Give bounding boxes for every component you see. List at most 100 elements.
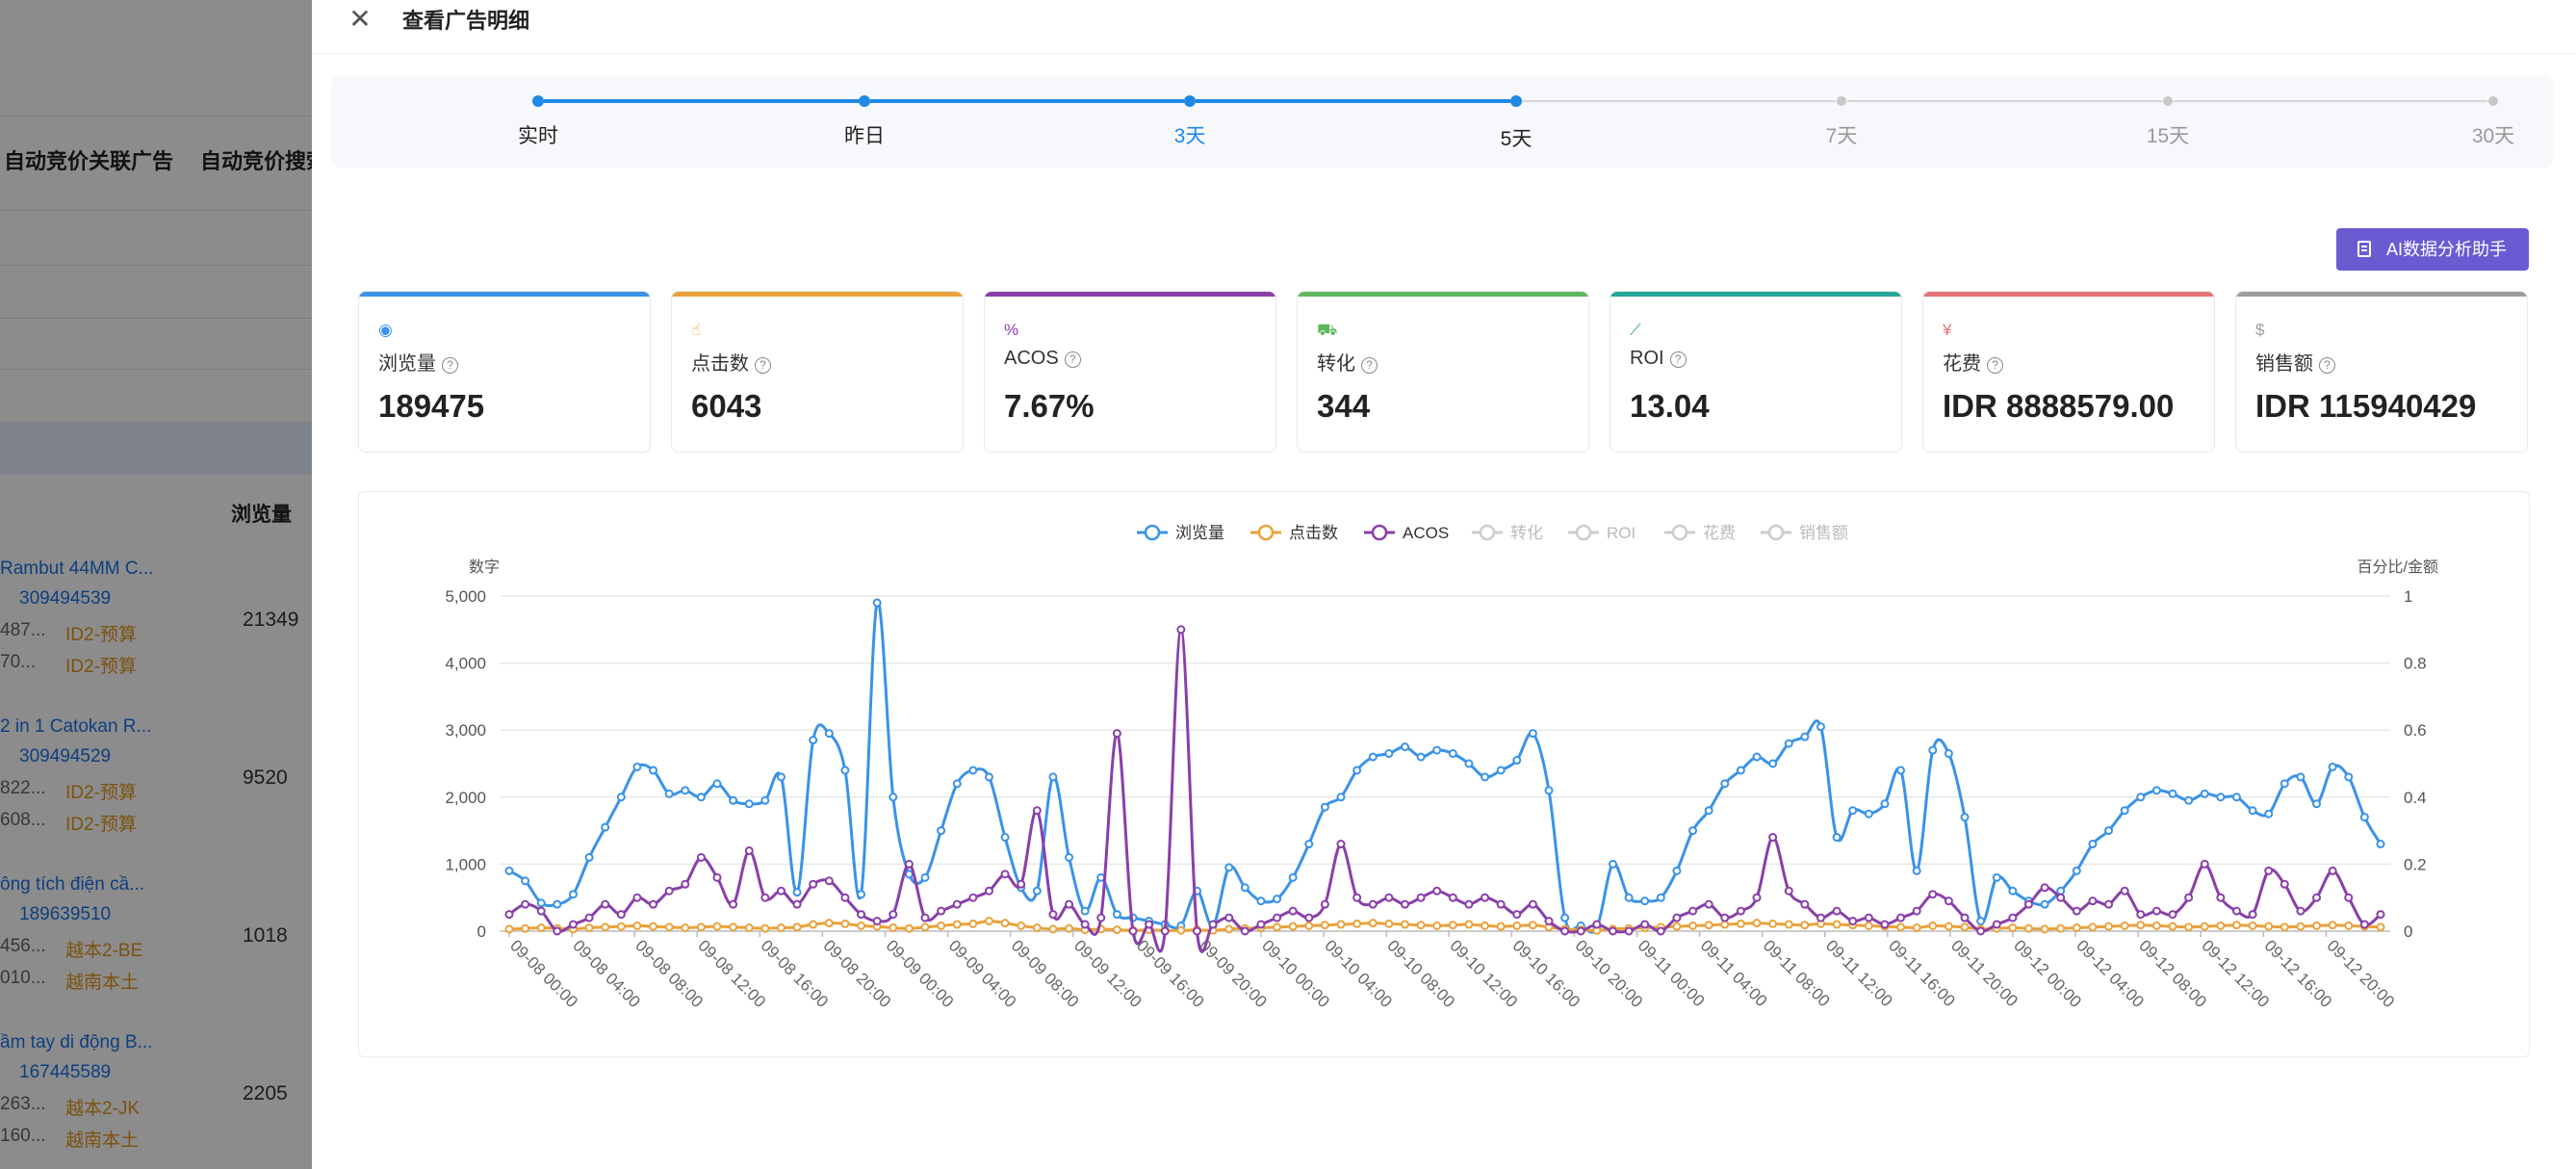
series-point <box>664 886 674 896</box>
card-label: 转化? <box>1317 348 1378 376</box>
card-label-text: 浏览量 <box>378 353 436 375</box>
series-point <box>1464 920 1474 929</box>
bg-item-id[interactable]: 189639510 <box>19 904 112 924</box>
series-point <box>872 917 882 926</box>
series-point <box>712 779 722 789</box>
step-label[interactable]: 30天 <box>2471 125 2515 147</box>
series-point <box>1688 906 1698 916</box>
help-icon[interactable]: ? <box>1361 357 1378 374</box>
step-label[interactable]: 3天 <box>1173 125 1206 147</box>
step-label[interactable]: 15天 <box>2146 125 2190 147</box>
series-point <box>632 762 642 771</box>
legend-label: 花费 <box>1703 524 1736 542</box>
step-label[interactable]: 实时 <box>518 125 558 147</box>
series-point <box>1000 919 1010 928</box>
bg-item-id[interactable]: 167445589 <box>19 1062 112 1082</box>
bg-item-id[interactable]: 309494529 <box>19 746 112 766</box>
legend-marker <box>1257 524 1275 541</box>
series-point <box>1080 920 1090 929</box>
bg-item-tag: ID2-预算 <box>65 657 137 677</box>
help-icon[interactable]: ? <box>442 357 458 374</box>
legend-item[interactable]: ROI <box>1568 524 1636 542</box>
series-point <box>1816 913 1825 922</box>
series-point <box>1992 920 2001 929</box>
series-point <box>1992 872 2001 882</box>
series-point <box>1720 913 1730 922</box>
legend-item[interactable]: 销售额 <box>1761 524 1848 542</box>
legend-item[interactable]: 花费 <box>1664 524 1736 542</box>
step-label[interactable]: 昨日 <box>844 125 885 147</box>
card-label-text: ROI <box>1630 348 1664 369</box>
series-point <box>1048 772 1058 782</box>
card-label: 浏览量? <box>378 348 458 376</box>
series-point <box>1080 906 1090 916</box>
legend-item[interactable]: 转化 <box>1472 524 1543 542</box>
bg-item-title[interactable]: Rambut 44MM C... <box>0 559 154 579</box>
legend-item[interactable]: 浏览量 <box>1137 524 1224 542</box>
step-label[interactable]: 7天 <box>1825 125 1858 147</box>
series-point <box>1304 921 1314 930</box>
series-point <box>1176 925 1186 935</box>
step-label[interactable]: 5天 <box>1500 128 1533 150</box>
y-tick-label-left: 2,000 <box>445 789 486 807</box>
legend-label: ROI <box>1607 524 1636 542</box>
card-accent-bar <box>672 292 963 297</box>
series-point <box>601 922 610 932</box>
bg-item-title[interactable]: ông tích điện cầ... <box>0 874 144 895</box>
series-point <box>1288 906 1298 916</box>
series-point <box>1848 806 1858 816</box>
help-icon[interactable]: ? <box>1669 351 1687 368</box>
series-point <box>2120 921 2129 930</box>
step-dot <box>2163 96 2173 106</box>
series-point <box>1512 756 1522 766</box>
help-icon[interactable]: ? <box>1064 351 1081 368</box>
series-point <box>2136 792 2146 802</box>
y-tick-label-right: 1 <box>2404 587 2412 606</box>
series-point <box>1864 809 1873 818</box>
card-value: 6043 <box>691 388 762 424</box>
series-point <box>1065 923 1074 933</box>
series-point <box>712 872 722 882</box>
series-point <box>809 736 818 745</box>
series-point <box>1496 766 1506 775</box>
legend-item[interactable]: 点击数 <box>1250 524 1338 542</box>
series-point <box>2088 896 2098 906</box>
series-point <box>2023 899 2033 909</box>
series-point <box>920 922 930 932</box>
series-point <box>2248 806 2257 816</box>
y-tick-label-right: 0.6 <box>2404 721 2427 740</box>
bg-item-tag: 越南本土 <box>65 1130 140 1151</box>
series-point <box>553 926 562 936</box>
close-icon[interactable]: ✕ <box>348 4 372 34</box>
series-point <box>1736 906 1745 916</box>
series-point <box>1960 913 1970 922</box>
series-point <box>1896 913 1906 922</box>
card-value: IDR 8888579.00 <box>1943 388 2175 424</box>
y-axis-label-right: 百分比/金额 <box>2357 559 2438 576</box>
chart-line-icon: ⟋ <box>1630 321 1641 339</box>
series-point <box>760 923 770 933</box>
series-point <box>1832 920 1842 929</box>
bg-item-id[interactable]: 309494539 <box>19 588 112 609</box>
series-point <box>1048 910 1058 920</box>
card-label: 花费? <box>1943 348 2003 376</box>
series-point <box>1688 921 1698 930</box>
series-point <box>649 766 658 775</box>
legend-item[interactable]: ACOS <box>1364 524 1449 542</box>
help-icon[interactable]: ? <box>2319 357 2335 374</box>
series-point <box>504 866 514 875</box>
card-accent-bar <box>2236 292 2527 297</box>
card-value: 7.67% <box>1004 388 1095 424</box>
help-icon[interactable]: ? <box>1987 357 2003 374</box>
series-point <box>1512 921 1522 930</box>
help-icon[interactable]: ? <box>755 357 771 374</box>
card-accent-bar <box>1610 292 1901 297</box>
ai-analysis-button[interactable]: AI数据分析助手 <box>2336 228 2529 271</box>
series-point <box>1208 920 1218 929</box>
series-point <box>744 799 754 809</box>
bg-item-title[interactable]: 2 in 1 Catokan R... <box>0 716 152 737</box>
x-tick-label: 09-11 00:00 <box>1635 936 1709 1010</box>
series-point <box>1736 919 1745 928</box>
bg-item-title[interactable]: ầm tay di động B... <box>0 1032 153 1052</box>
series-point <box>1112 729 1121 739</box>
